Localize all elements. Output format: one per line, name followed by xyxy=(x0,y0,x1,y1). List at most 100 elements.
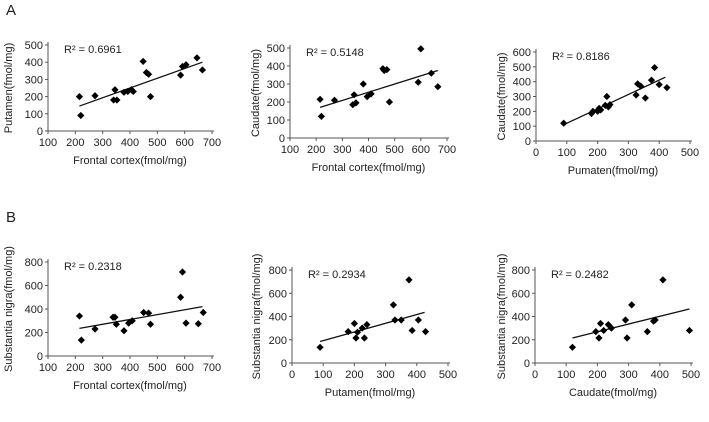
data-point xyxy=(176,293,185,301)
data-point xyxy=(75,312,84,320)
x-tick-label: 400 xyxy=(121,362,139,374)
x-tick-label: 300 xyxy=(619,147,637,159)
y-tick-label: 400 xyxy=(25,304,43,316)
data-point xyxy=(359,80,367,88)
y-tick-label: 200 xyxy=(25,92,43,104)
data-point xyxy=(128,317,136,325)
data-point xyxy=(655,81,663,89)
y-tick-label: 800 xyxy=(512,265,530,277)
y-axis-label: Substantia nigra(fmol/mg) xyxy=(3,246,15,372)
data-point xyxy=(650,63,659,72)
data-point xyxy=(397,316,405,324)
data-point xyxy=(91,325,99,333)
x-tick-label: 500 xyxy=(439,369,457,381)
y-axis-label: Substantia nigra(fmol/mg) xyxy=(251,254,263,380)
data-point xyxy=(685,326,694,335)
data-point xyxy=(316,95,324,103)
data-point xyxy=(112,320,120,328)
x-tick-label: 400 xyxy=(121,137,139,149)
trend-line xyxy=(319,69,439,109)
r-squared-label: R² = 0.5148 xyxy=(306,47,364,59)
x-tick-label: 400 xyxy=(408,369,426,381)
data-point xyxy=(146,93,155,101)
data-point xyxy=(603,92,611,101)
x-tick-label: 400 xyxy=(650,147,668,159)
y-tick-label: 600 xyxy=(513,47,531,59)
data-point xyxy=(434,83,442,91)
r-squared-label: R² = 0.2318 xyxy=(64,261,122,273)
x-tick-label: 0 xyxy=(532,369,538,381)
y-tick-label: 200 xyxy=(512,335,530,347)
data-point xyxy=(663,84,671,92)
y-tick-label: 0 xyxy=(525,136,531,148)
y-axis-label: Substantia nigra(fmol/mg) xyxy=(496,254,508,380)
data-point xyxy=(146,320,155,328)
x-tick-label: 300 xyxy=(93,362,111,374)
x-tick-label: 500 xyxy=(681,147,699,159)
data-point xyxy=(641,94,649,102)
data-point xyxy=(344,328,352,336)
x-tick-label: 600 xyxy=(175,137,193,149)
data-point xyxy=(77,336,85,344)
data-point xyxy=(352,99,360,107)
x-tick-label: 0 xyxy=(289,369,295,381)
data-point xyxy=(75,93,84,101)
y-tick-label: 400 xyxy=(513,77,531,89)
x-tick-label: 100 xyxy=(39,137,57,149)
data-point xyxy=(178,62,187,71)
data-point xyxy=(77,111,85,120)
y-tick-label: 600 xyxy=(512,288,530,300)
data-point xyxy=(607,324,616,332)
data-point xyxy=(637,82,645,90)
data-point xyxy=(178,268,187,276)
x-axis-label: Pumaten(fmol/mg) xyxy=(568,165,658,177)
y-axis-label: Caudate(fmol/mg) xyxy=(250,49,262,137)
plots-container: 0 100 200 300 400 500 100 200 300 400 500 600 700 Fro… xyxy=(3,40,700,399)
data-point xyxy=(129,87,137,96)
data-point xyxy=(194,320,202,328)
data-point xyxy=(417,45,425,53)
y-tick-label: 0 xyxy=(37,351,43,363)
data-point xyxy=(199,308,207,317)
y-axis-label: Putamen(fmol/mg) xyxy=(3,43,15,133)
data-point xyxy=(568,343,577,351)
x-tick-label: 300 xyxy=(93,137,111,149)
data-point xyxy=(182,319,190,327)
y-tick-label: 800 xyxy=(25,257,43,269)
data-point xyxy=(604,103,612,111)
x-tick-label: 700 xyxy=(203,362,221,374)
data-point xyxy=(176,71,185,79)
data-point xyxy=(651,316,659,324)
x-tick-label: 600 xyxy=(412,144,430,156)
data-point xyxy=(560,119,568,127)
y-tick-label: 200 xyxy=(513,106,531,118)
data-point xyxy=(144,309,153,317)
data-point xyxy=(139,57,147,65)
trend-line xyxy=(79,306,203,330)
x-tick-label: 500 xyxy=(148,362,166,374)
data-point xyxy=(140,308,148,317)
x-tick-label: 500 xyxy=(682,369,700,381)
y-tick-label: 200 xyxy=(267,97,285,109)
x-tick-label: 200 xyxy=(345,369,363,381)
data-point xyxy=(592,328,600,336)
scatter-plot-3: 0 100 200 300 400 500 600 0 100 200 300 400 500 Pumat… xyxy=(496,47,699,177)
x-tick-label: 700 xyxy=(203,137,221,149)
y-tick-label: 100 xyxy=(513,121,531,133)
data-point xyxy=(198,66,207,74)
y-tick-label: 400 xyxy=(267,61,285,73)
x-axis-label: Frontal cortex(fmol/mg) xyxy=(312,162,426,174)
x-axis-label: Putamen(fmol/mg) xyxy=(325,387,415,399)
trend-line xyxy=(572,308,690,339)
x-axis-label: Frontal cortex(fmol/mg) xyxy=(73,380,187,392)
data-point xyxy=(621,316,630,324)
y-tick-label: 400 xyxy=(512,312,530,324)
data-point xyxy=(597,106,605,114)
data-point xyxy=(606,101,614,109)
data-point xyxy=(367,90,375,98)
scatter-plot-6: 0 200 400 600 800 0 100 200 300 400 500 Caudate(fmo… xyxy=(496,254,700,399)
x-axis-label: Frontal cortex(fmol/mg) xyxy=(73,155,187,167)
data-point xyxy=(360,334,368,342)
